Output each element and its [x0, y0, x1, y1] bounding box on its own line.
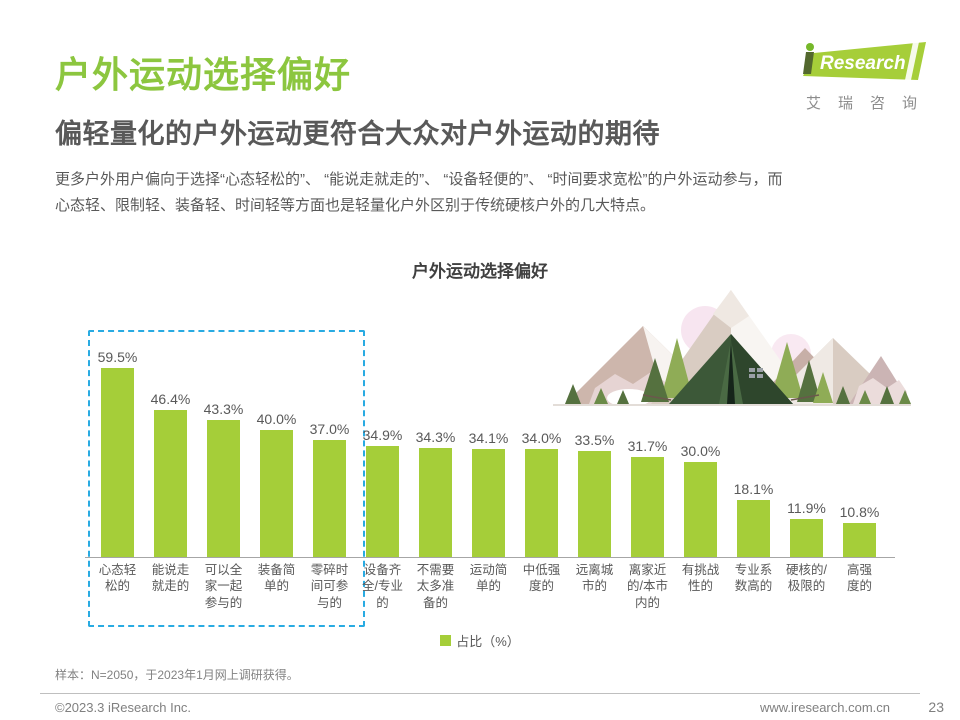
iresearch-logo: Research 艾瑞咨询 — [800, 40, 930, 113]
bar-column: 33.5% — [568, 432, 621, 557]
bar-value-label: 34.3% — [415, 429, 456, 445]
bar-value-label: 31.7% — [627, 438, 668, 454]
bar-column: 59.5% — [91, 349, 144, 557]
x-axis-tick-label: 远离城 市的 — [575, 563, 614, 594]
bar-column: 18.1% — [727, 481, 780, 557]
bar — [260, 430, 293, 557]
bar — [631, 457, 664, 557]
bar — [578, 451, 611, 557]
bar-value-label: 34.9% — [362, 427, 403, 443]
bar-value-label: 30.0% — [680, 443, 721, 459]
bar — [366, 446, 399, 557]
bar-value-label: 43.3% — [203, 401, 244, 417]
bar — [101, 368, 134, 557]
bar — [313, 440, 346, 557]
bar-column: 34.0% — [515, 430, 568, 557]
bar-column: 34.3% — [409, 429, 462, 557]
bar-column: 40.0% — [250, 411, 303, 557]
bar-value-label: 18.1% — [733, 481, 774, 497]
sample-footnote: 样本：N=2050，于2023年1月网上调研获得。 — [55, 668, 299, 682]
bar-column: 34.9% — [356, 427, 409, 557]
x-axis-tick-label: 不需要 太多准 备的 — [416, 563, 455, 610]
x-axis-tick-label: 中低强 度的 — [522, 563, 561, 594]
iresearch-logo-chinese: 艾瑞咨询 — [806, 95, 935, 112]
bar-value-label: 33.5% — [574, 432, 615, 448]
bar-chart: 59.5% 46.4% 43.3% 40.0% 37.0% 34.9% 34.3% 34.1%… — [91, 337, 886, 557]
bar-value-label: 59.5% — [97, 349, 138, 365]
bar-column: 31.7% — [621, 438, 674, 557]
svg-text:Research: Research — [820, 53, 906, 74]
highlight-box — [88, 330, 365, 627]
x-axis-tick-label: 零碎时 间可参 与的 — [310, 563, 349, 610]
legend-label: 占比（%） — [456, 634, 520, 649]
bar — [207, 420, 240, 557]
bar-column: 43.3% — [197, 401, 250, 557]
page-subtitle: 偏轻量化的户外运动更符合大众对户外运动的期待 — [55, 119, 660, 149]
chart-legend: 占比（%） — [0, 631, 960, 650]
page-title: 户外运动选择偏好 — [55, 54, 352, 95]
footer-copyright: ©2023.3 iResearch Inc. — [55, 700, 192, 715]
x-axis-tick-label: 有挑战 性的 — [681, 563, 720, 594]
x-axis-tick-label: 运动简 单的 — [469, 563, 508, 594]
x-axis-tick-label: 设备齐 全/专业 的 — [362, 563, 403, 610]
x-axis-tick-label: 高强 度的 — [846, 563, 872, 594]
bar-value-label: 37.0% — [309, 421, 350, 437]
bar-column: 30.0% — [674, 443, 727, 557]
intro-paragraph-line-1: 更多户外用户偏向于选择“心态轻松的”、 “能说走就走的”、 “设备轻便的”、 “… — [55, 171, 783, 188]
x-axis-tick-label: 离家近 的/本市 内的 — [627, 563, 668, 610]
x-axis-tick-label: 硬核的/ 极限的 — [786, 563, 827, 594]
bar-value-label: 11.9% — [787, 500, 826, 516]
bar — [790, 519, 823, 557]
bar-column: 11.9% — [780, 500, 833, 557]
page-number: 23 — [928, 699, 944, 715]
x-axis-tick-label: 可以全 家一起 参与的 — [204, 563, 243, 610]
footer-divider — [40, 693, 920, 694]
bar — [419, 448, 452, 557]
bar-value-label: 34.1% — [468, 430, 509, 446]
bar — [843, 523, 876, 557]
bar-value-label: 46.4% — [150, 391, 191, 407]
intro-paragraph: 更多户外用户偏向于选择“心态轻松的”、 “能说走就走的”、 “设备轻便的”、 “… — [55, 167, 920, 220]
footer-website-link[interactable]: www.iresearch.com.cn — [759, 700, 890, 715]
x-axis-tick-label: 装备简 单的 — [257, 563, 296, 594]
bar-value-label: 10.8% — [839, 504, 880, 520]
legend-swatch — [440, 635, 452, 646]
x-axis-tick-label: 能说走 就走的 — [151, 563, 190, 594]
bar-value-label: 40.0% — [256, 411, 297, 427]
bar-value-label: 34.0% — [521, 430, 562, 446]
intro-paragraph-line-2: 心态轻、限制轻、装备轻、时间轻等方面也是轻量化户外区别于传统硬核户外的几大特点。 — [55, 197, 656, 215]
bar — [737, 500, 770, 557]
bar-column: 34.1% — [462, 430, 515, 557]
bar — [684, 462, 717, 557]
bar-column: 46.4% — [144, 391, 197, 557]
x-axis-tick-label: 专业系 数高的 — [734, 563, 773, 594]
chart-title: 户外运动选择偏好 — [412, 262, 548, 281]
x-axis-tick-label: 心态轻 松的 — [98, 563, 137, 594]
bar-column: 10.8% — [833, 504, 886, 557]
bar — [154, 410, 187, 557]
mountain-camping-illustration — [553, 290, 911, 407]
iresearch-logo-mark: Research — [803, 42, 926, 80]
bar-column: 37.0% — [303, 421, 356, 557]
bar — [525, 449, 558, 557]
bar — [472, 449, 505, 557]
x-axis-line — [85, 557, 895, 558]
x-axis-labels: 心态轻 松的 能说走 就走的 可以全 家一起 参与的 装备简 单的 零碎时 间可参 与的… — [91, 562, 886, 611]
